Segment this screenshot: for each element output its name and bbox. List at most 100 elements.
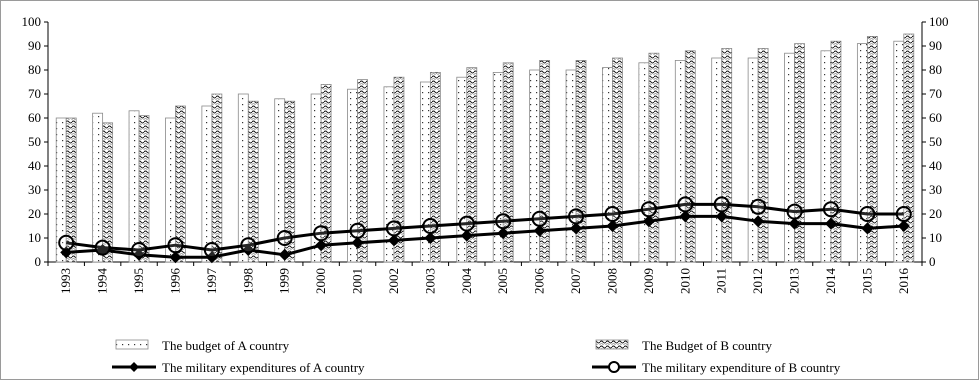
- legend-label: The Budget of B country: [642, 338, 772, 353]
- bar-a-budget: [128, 110, 140, 263]
- marker-military-b: [640, 201, 657, 218]
- bar-b-budget: [211, 93, 223, 263]
- marker-military-a: [387, 234, 400, 247]
- x-tick-label: 1993: [58, 268, 73, 294]
- bar-b-budget: [612, 57, 623, 263]
- marker-military-a: [169, 251, 182, 264]
- y-tick-label-left: 60: [28, 110, 41, 125]
- marker-military-a: [351, 236, 364, 249]
- y-tick-label-right: 70: [929, 86, 942, 101]
- marker-military-b: [276, 230, 293, 246]
- legend-marker: [129, 362, 139, 372]
- bar-b-budget: [502, 62, 514, 263]
- x-tick-label: 2011: [714, 268, 729, 294]
- x-tick-label: 2013: [787, 268, 802, 294]
- x-tick-label: 1997: [204, 268, 219, 295]
- marker-military-a: [642, 215, 655, 228]
- bar-b-budget: [320, 84, 332, 263]
- bar-b-budget: [138, 115, 150, 263]
- bar-b-budget: [794, 43, 805, 263]
- x-tick-label: 2001: [350, 268, 365, 294]
- marker-military-b: [786, 203, 803, 220]
- legend-label: The military expenditure of B country: [642, 360, 841, 375]
- line-military-a: [66, 214, 904, 259]
- marker-military-a: [570, 222, 583, 235]
- y-tick-label-right: 40: [929, 158, 942, 173]
- bar-b-budget: [357, 79, 368, 263]
- marker-military-b: [313, 225, 330, 242]
- marker-military-b: [203, 242, 220, 258]
- legend-item: The budget of A country: [115, 338, 290, 353]
- marker-military-b: [131, 242, 148, 258]
- y-tick-label-left: 30: [28, 182, 41, 197]
- y-tick-label-right: 100: [929, 14, 949, 29]
- legend-item: The Budget of B country: [595, 338, 772, 353]
- y-tick-label-left: 100: [22, 14, 42, 29]
- marker-military-b: [458, 215, 475, 232]
- marker-military-a: [133, 248, 146, 261]
- bar-a-budget: [237, 93, 249, 263]
- x-tick-label: 2003: [422, 268, 437, 294]
- x-tick-label: 1994: [95, 268, 110, 295]
- bar-b-budget: [284, 100, 296, 263]
- x-tick-label: 1999: [277, 268, 292, 294]
- bar-b-budget: [721, 48, 733, 263]
- y-tick-label-right: 90: [929, 38, 942, 53]
- marker-military-a: [533, 224, 546, 237]
- bar-a-budget: [565, 69, 577, 263]
- line-military-b: [66, 202, 904, 252]
- x-tick-label: 2014: [823, 268, 838, 295]
- bar-b-budget: [65, 117, 77, 263]
- y-tick-label-right: 0: [929, 254, 936, 269]
- x-tick-label: 2002: [386, 268, 401, 294]
- marker-military-a: [424, 232, 437, 244]
- axes: 0 0 10 10 20 20 30 30 40 40 50 50 60 60 70 70 80 80 90 90 10…: [22, 14, 949, 294]
- legend-item: The military expenditure of B country: [592, 360, 841, 375]
- marker-military-b: [531, 210, 548, 227]
- marker-military-a: [460, 229, 473, 242]
- marker-military-b: [167, 237, 184, 254]
- legend-item: The military expenditures of A country: [112, 360, 365, 375]
- legend-label: The military expenditures of A country: [162, 360, 365, 375]
- x-tick-label: 2007: [568, 268, 583, 295]
- marker-military-b: [240, 237, 257, 254]
- y-tick-label-right: 50: [929, 134, 942, 149]
- y-tick-label-left: 40: [28, 158, 41, 173]
- x-tick-label: 2010: [677, 268, 692, 294]
- x-tick-label: 1996: [167, 268, 182, 295]
- marker-military-a: [861, 222, 874, 235]
- marker-military-a: [715, 210, 728, 223]
- marker-military-b: [677, 196, 694, 213]
- legend-label: The budget of A country: [162, 338, 290, 353]
- x-tick-label: 2000: [313, 268, 328, 294]
- y-tick-label-left: 80: [28, 62, 41, 77]
- legend-marker: [608, 361, 620, 373]
- marker-military-a: [897, 220, 910, 232]
- bar-b-budget: [247, 100, 259, 263]
- marker-military-b: [604, 206, 621, 222]
- marker-military-a: [242, 244, 255, 256]
- bar-b-budget: [175, 105, 186, 263]
- y-tick-label-left: 70: [28, 86, 41, 101]
- bar-a-budget: [711, 57, 723, 263]
- bar-b-budget: [648, 52, 660, 263]
- y-tick-label-right: 30: [929, 182, 942, 197]
- x-tick-label: 2005: [495, 268, 510, 294]
- marker-military-a: [278, 248, 291, 261]
- marker-military-b: [713, 196, 730, 213]
- marker-military-b: [895, 206, 912, 222]
- bar-b-budget: [684, 50, 696, 263]
- bar-a-budget: [747, 57, 759, 263]
- y-tick-label-left: 20: [28, 206, 41, 221]
- bar-a-budget: [674, 60, 686, 263]
- y-tick-label-right: 80: [929, 62, 942, 77]
- bar-b-budget: [393, 76, 405, 263]
- x-tick-label: 2012: [750, 268, 765, 294]
- bar-b-budget: [757, 48, 769, 263]
- x-tick-label: 1998: [240, 268, 255, 294]
- marker-military-b: [495, 213, 512, 230]
- marker-military-a: [679, 210, 692, 223]
- marker-military-b: [422, 218, 439, 234]
- bar-a-budget: [92, 112, 104, 263]
- x-tick-label: 1995: [131, 268, 146, 294]
